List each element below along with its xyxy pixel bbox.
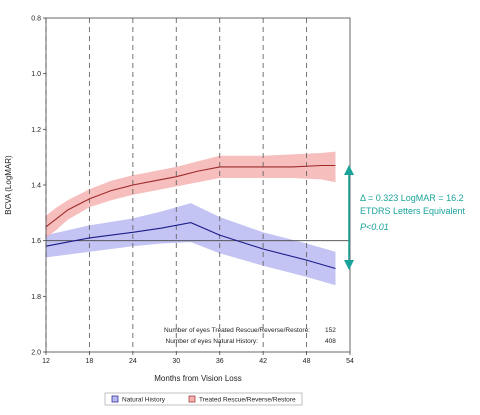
x-tick-label-0: 12 xyxy=(42,358,50,365)
annotation-line-1: Δ = 0.323 LogMAR = 16.2 xyxy=(360,193,464,203)
axis-ticks: 12 18 24 30 36 42 48 54 0.8 1.0 1.2 1.4 1.6 1.8 2.0 xyxy=(31,16,354,366)
series-lines xyxy=(45,164,336,270)
count-label-natural: Number of eyes Natural History: xyxy=(166,338,259,345)
line-series-1 xyxy=(45,164,336,228)
difference-arrow-head-top xyxy=(344,165,354,175)
y-tick-label-1: 1.0 xyxy=(31,71,41,78)
line-series-0 xyxy=(45,222,336,270)
y-tick-label-3: 1.4 xyxy=(31,183,41,190)
legend-swatch-natural-history xyxy=(111,395,119,403)
count-label-treated: Number of eyes Treated Rescue/Reverse/Re… xyxy=(164,327,310,334)
y-tick-label-5: 1.8 xyxy=(31,294,41,301)
annotation-p-value: P<0.01 xyxy=(360,222,389,232)
legend-swatch-treated xyxy=(188,395,196,403)
legend-label-treated: Treated Rescue/Reverse/Restore xyxy=(199,397,296,404)
count-value-natural: 408 xyxy=(325,338,336,345)
count-block: Number of eyes Treated Rescue/Reverse/Re… xyxy=(164,327,336,345)
count-value-treated: 152 xyxy=(325,327,336,334)
y-axis-label: BCVA (LogMAR) xyxy=(4,155,13,215)
y-tick-label-6: 2.0 xyxy=(31,350,41,357)
annotation-line-2: ETDRS Letters Equivalent xyxy=(360,206,466,216)
x-tick-label-5: 42 xyxy=(259,358,267,365)
y-tick-label-2: 1.2 xyxy=(31,127,41,134)
y-tick-label-4: 1.6 xyxy=(31,238,41,245)
x-tick-label-4: 36 xyxy=(216,358,224,365)
difference-arrow-head-bottom xyxy=(344,260,354,270)
x-tick-label-6: 48 xyxy=(303,358,311,365)
x-tick-label-2: 24 xyxy=(129,358,137,365)
legend-label-natural-history: Natural History xyxy=(122,397,166,404)
x-tick-label-7: 54 xyxy=(346,358,354,365)
plot-background xyxy=(46,18,350,352)
y-tick-label-0: 0.8 xyxy=(31,16,41,23)
legend: Natural History Treated Rescue/Reverse/R… xyxy=(104,392,303,406)
x-axis-label: Months from Vision Loss xyxy=(154,374,241,383)
difference-annotation: Δ = 0.323 LogMAR = 16.2 ETDRS Letters Eq… xyxy=(344,165,466,270)
x-tick-label-3: 30 xyxy=(172,358,180,365)
x-tick-label-1: 18 xyxy=(86,358,94,365)
legend-frame xyxy=(104,392,303,406)
